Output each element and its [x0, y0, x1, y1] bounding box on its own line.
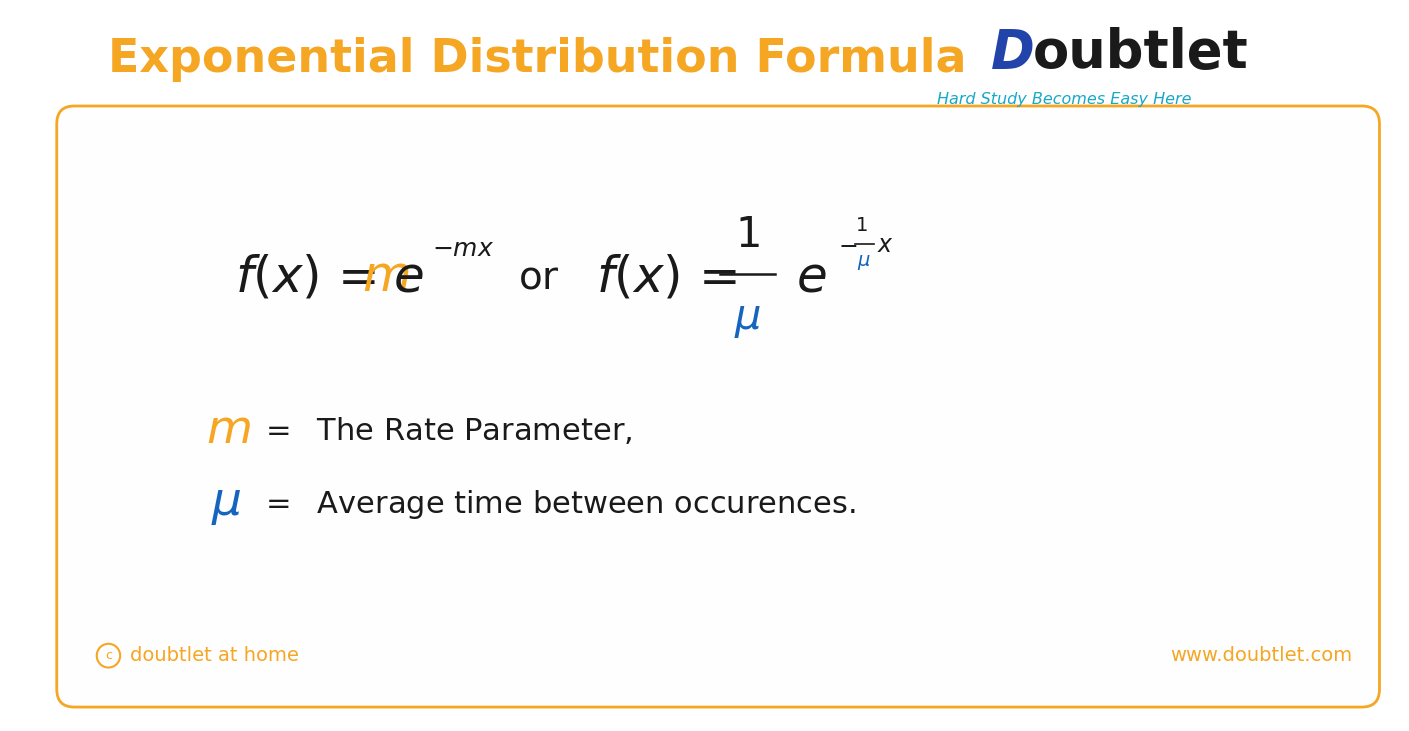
Text: D: D	[992, 26, 1036, 79]
Text: $\it{m}$: $\it{m}$	[362, 253, 410, 301]
Text: $=$: $=$	[328, 253, 376, 301]
FancyBboxPatch shape	[56, 106, 1379, 707]
Text: $-$: $-$	[838, 233, 857, 257]
Text: Hard Study Becomes Easy Here: Hard Study Becomes Easy Here	[937, 91, 1192, 107]
Text: $\mu$: $\mu$	[857, 253, 871, 272]
Text: doubtlet at home: doubtlet at home	[130, 646, 299, 665]
Text: $\mu$: $\mu$	[211, 482, 241, 527]
Text: $1$: $1$	[855, 216, 868, 235]
Text: $\it{f(x)}$: $\it{f(x)}$	[235, 253, 320, 301]
Text: oubtlet: oubtlet	[1033, 26, 1248, 79]
Text: $\it{f(x)}$: $\it{f(x)}$	[596, 253, 681, 301]
Text: c: c	[104, 649, 111, 662]
Text: $\it{m}$: $\it{m}$	[206, 408, 251, 452]
Text: $x$: $x$	[878, 233, 893, 257]
Text: www.doubtlet.com: www.doubtlet.com	[1169, 646, 1353, 665]
Text: $\it{e}$: $\it{e}$	[393, 253, 424, 301]
Text: Exponential Distribution Formula: Exponential Distribution Formula	[108, 37, 967, 82]
Text: $\mathit{-mx}$: $\mathit{-mx}$	[433, 238, 495, 262]
Text: $1$: $1$	[735, 214, 759, 257]
Text: $=$  Average time between occurences.: $=$ Average time between occurences.	[259, 488, 855, 521]
Text: $=$: $=$	[689, 253, 737, 301]
Text: $\it{e}$: $\it{e}$	[796, 253, 827, 301]
Text: $\mu$: $\mu$	[734, 298, 761, 339]
Text: $\rm{or}$: $\rm{or}$	[519, 258, 559, 296]
Text: $=$  The Rate Parameter,: $=$ The Rate Parameter,	[259, 414, 633, 446]
